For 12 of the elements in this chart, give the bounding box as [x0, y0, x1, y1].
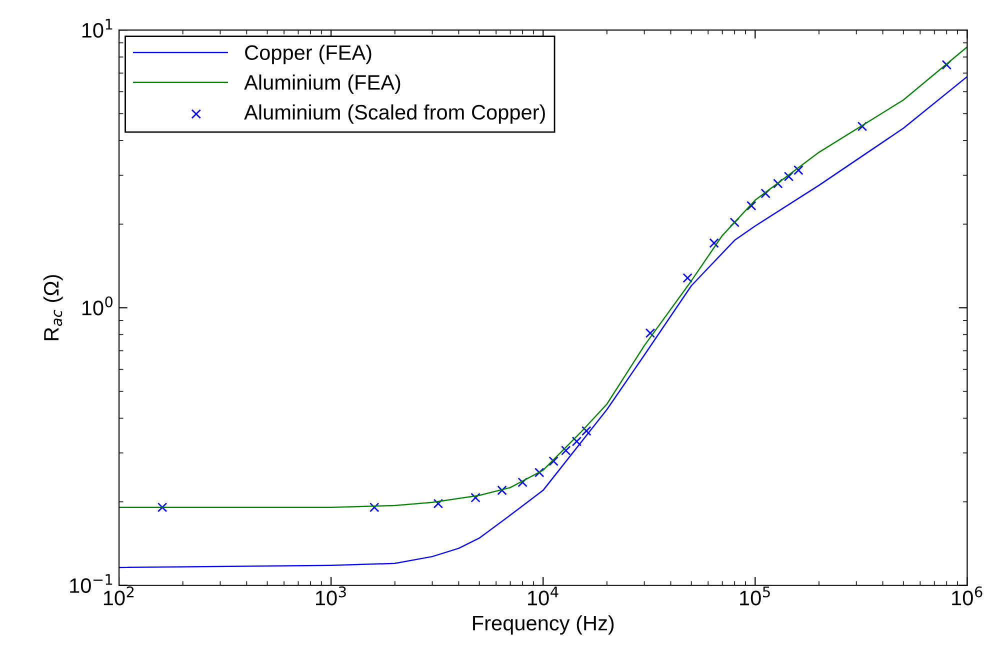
y-tick-label: 10$^{0}$ [82, 296, 113, 316]
legend-label: Aluminium (FEA) [244, 74, 400, 94]
y-axis-title: R$_{ac}$ (Ω) [43, 275, 63, 340]
legend-label: Copper (FEA) [245, 44, 372, 64]
x-tick-label: 10$^{3}$ [316, 586, 346, 606]
legend-label: Aluminium (Scaled from Copper) [244, 104, 545, 124]
x-tick-label: 10$^{6}$ [952, 586, 982, 606]
y-tick-label: 10$^{1}$ [82, 18, 112, 38]
x-tick-label: 10$^{5}$ [740, 586, 770, 606]
x-tick-label: 10$^{4}$ [528, 586, 558, 606]
x-tick-label: 10$^{2}$ [104, 586, 134, 606]
x-axis-title: Frequency (Hz) [473, 615, 614, 635]
